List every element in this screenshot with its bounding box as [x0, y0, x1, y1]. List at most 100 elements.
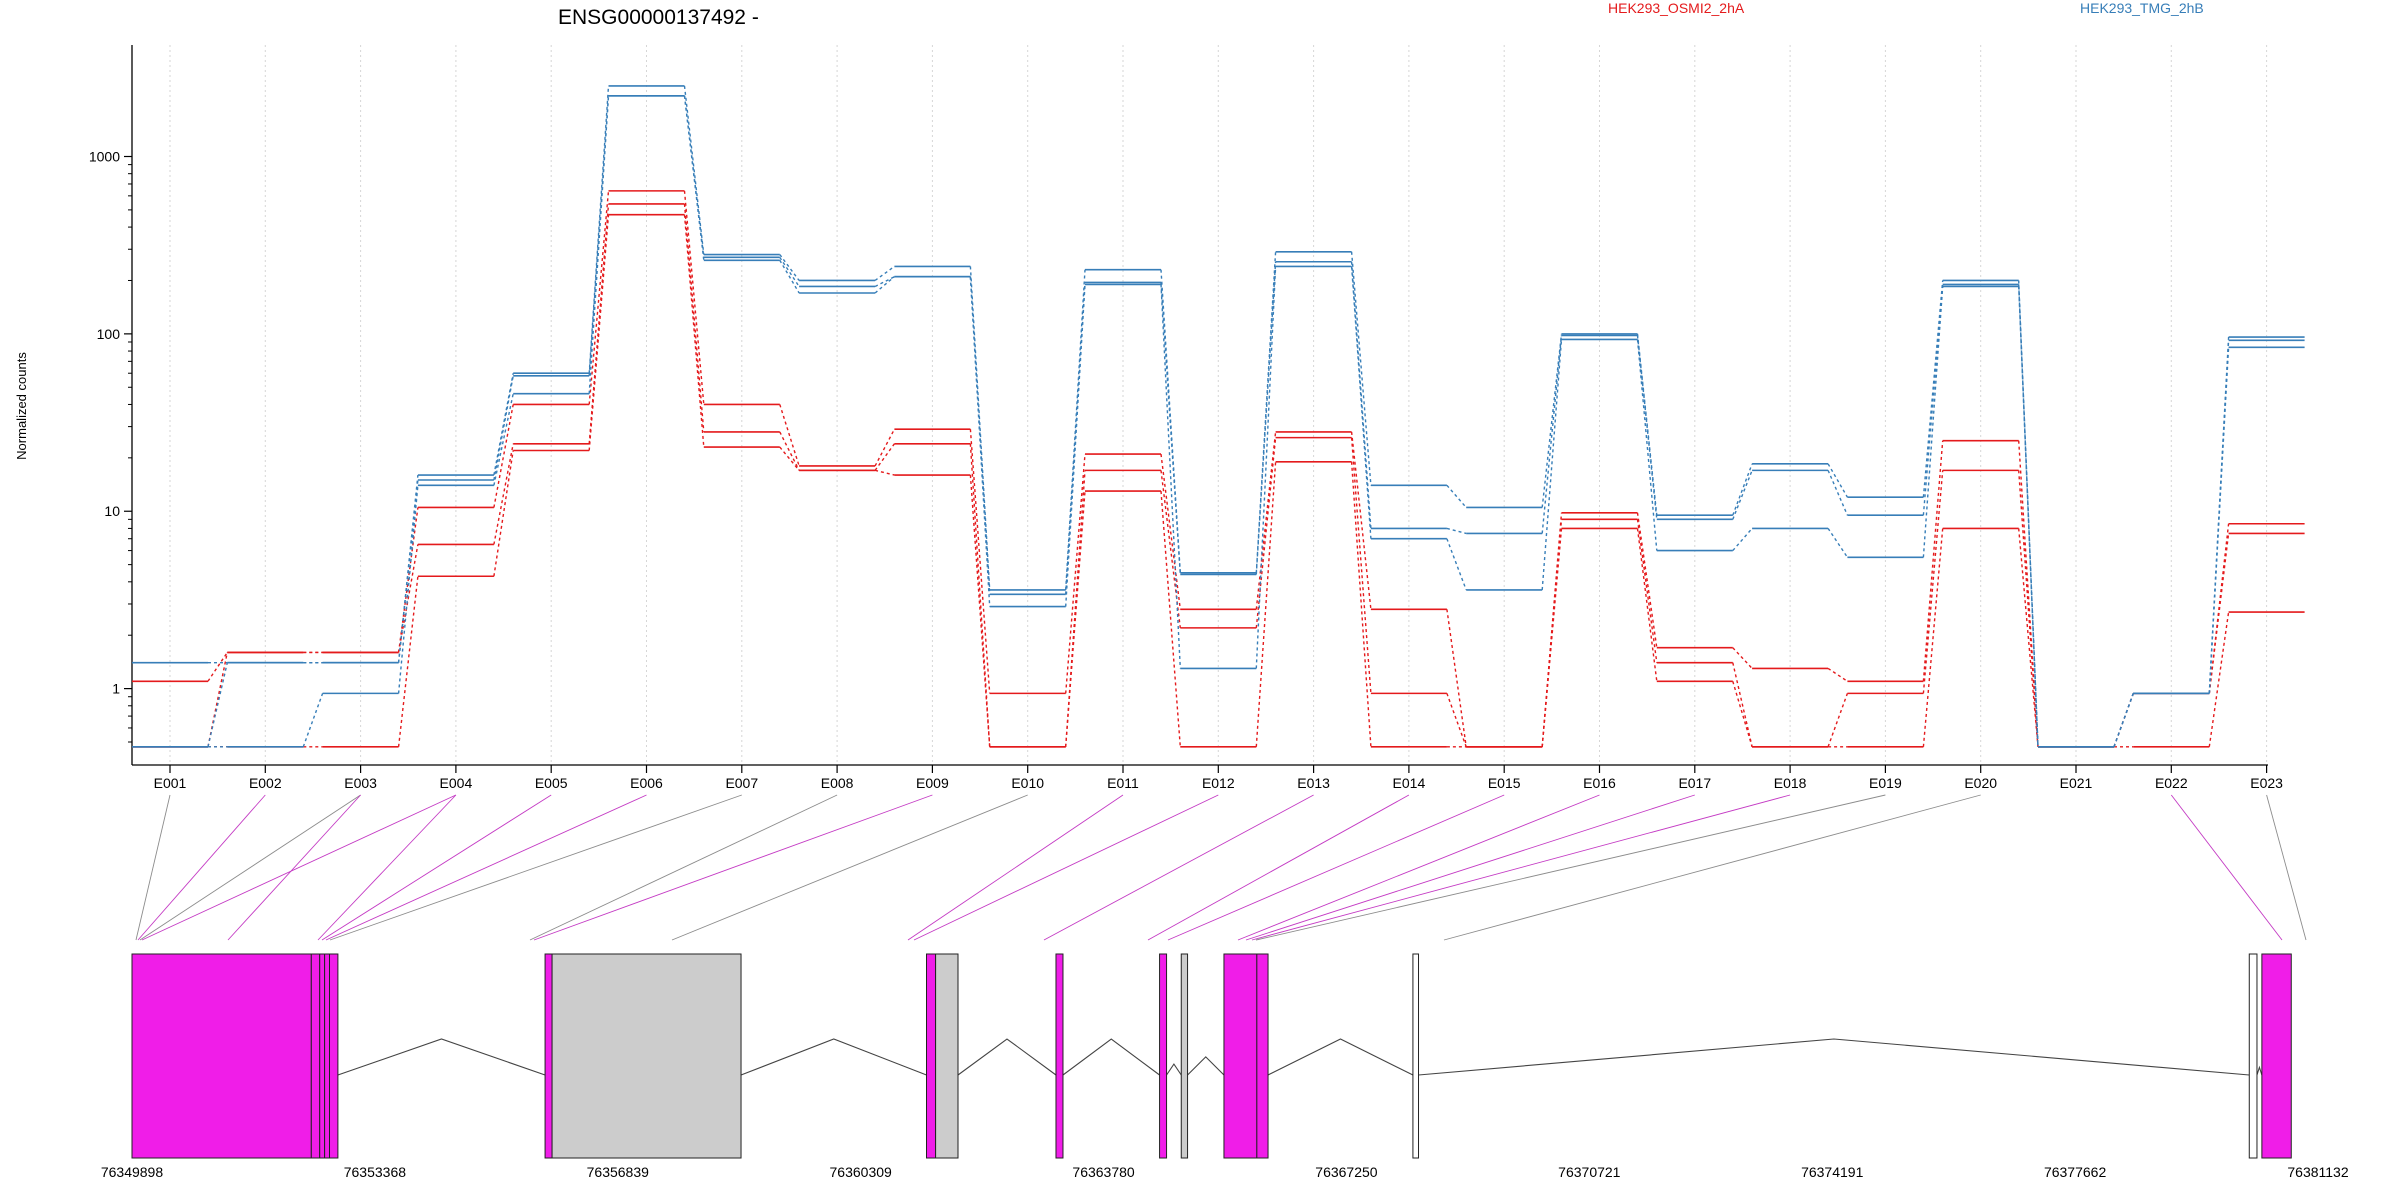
- exon-box: [324, 953, 331, 1159]
- y-tick-label: 10: [104, 503, 120, 519]
- series-connector: [1160, 284, 1181, 669]
- series-connector: [1350, 431, 1372, 610]
- coordinate-label: 76377662: [2044, 1164, 2107, 1180]
- x-tick-label: E003: [344, 775, 377, 791]
- exon-box: [551, 953, 742, 1159]
- x-tick-label: E008: [821, 775, 854, 791]
- x-tick-label: E007: [725, 775, 758, 791]
- exon-box: [544, 953, 553, 1159]
- series-connector: [1636, 339, 1658, 551]
- exon-connector: [2266, 794, 2307, 941]
- series-connector: [874, 469, 895, 476]
- coordinate-label: 76353368: [344, 1164, 407, 1180]
- coordinate-label: 76374191: [1801, 1164, 1864, 1180]
- series-connector: [397, 544, 419, 653]
- exon-connector: [2170, 794, 2283, 941]
- x-tick-label: E010: [1011, 775, 1044, 791]
- intron: [1166, 1063, 1182, 1076]
- x-tick-label: E006: [630, 775, 663, 791]
- intron: [1267, 1038, 1414, 1076]
- exon-box: [1256, 953, 1269, 1159]
- axes: 1 10 100 1000 E001 E002 E003 E004 E005 E006 E007 E0…: [89, 45, 2283, 791]
- series-connector: [2018, 470, 2039, 747]
- series-connector: [493, 375, 514, 481]
- series-connector: [1255, 261, 1277, 575]
- series-connector: [1636, 335, 1658, 520]
- legend-entry-osmi2: HEK293_OSMI2_2hA: [1608, 0, 1745, 16]
- x-tick-label: E021: [2060, 775, 2093, 791]
- series-connector: [1541, 339, 1563, 590]
- exon-connector: [135, 794, 171, 941]
- y-axis-label: Normalized counts: [14, 352, 29, 460]
- x-tick-label: E020: [1964, 775, 1997, 791]
- series-connector: [1827, 463, 1849, 498]
- exon-box: [319, 953, 326, 1159]
- exon-connectors: [135, 794, 2307, 941]
- exon-box: [1412, 953, 1420, 1159]
- series-connector: [969, 276, 991, 607]
- exon-connector: [907, 794, 1124, 941]
- y-tick-label: 1: [112, 681, 120, 697]
- exon-connector: [1167, 794, 1505, 941]
- series-connector: [1636, 519, 1658, 663]
- series-connector: [493, 443, 514, 545]
- series-connector: [1922, 528, 1944, 747]
- series-connector: [1827, 693, 1849, 748]
- series-connector: [1827, 470, 1849, 516]
- series-connector: [397, 507, 419, 653]
- coordinate-label: 76349898: [101, 1164, 164, 1180]
- exon-connector: [317, 794, 457, 941]
- exon-box: [310, 953, 321, 1159]
- series-connector: [779, 254, 800, 281]
- series-connector: [1636, 528, 1658, 682]
- x-tick-label: E011: [1107, 775, 1139, 791]
- series-connector: [1732, 681, 1753, 747]
- exon-connector: [1147, 794, 1410, 941]
- series-line: [132, 190, 2305, 748]
- coordinate-label: 76381132: [2287, 1164, 2348, 1180]
- exon-connector: [227, 794, 361, 941]
- x-tick-label: E022: [2155, 775, 2188, 791]
- series-connector: [493, 450, 514, 577]
- exon-box: [1159, 953, 1168, 1159]
- exon-connector: [1043, 794, 1314, 941]
- series-connector: [1065, 490, 1086, 747]
- series-connector: [1160, 454, 1181, 610]
- exon-connector: [139, 794, 361, 941]
- series-connector: [2208, 533, 2230, 694]
- series-connector: [1160, 470, 1181, 628]
- gene-model: 76349898 76353368 76356839 76360309 76363780…: [101, 953, 2349, 1180]
- series-connector: [2018, 440, 2039, 747]
- exon-connector: [1443, 794, 1981, 941]
- series-connector: [779, 446, 800, 471]
- series-connector: [397, 479, 419, 663]
- exon-box: [131, 953, 312, 1159]
- x-tick-label: E023: [2250, 775, 2283, 791]
- series-connector: [1636, 512, 1658, 648]
- series-connector: [683, 190, 705, 405]
- coordinate-label: 76356839: [587, 1164, 650, 1180]
- exon-connector: [329, 794, 742, 941]
- series-connector: [1732, 647, 1753, 669]
- series-connector: [1922, 286, 1944, 558]
- exon-connector: [325, 794, 647, 941]
- exon-box: [1055, 953, 1064, 1159]
- series-connector: [1827, 667, 1848, 682]
- series-connector: [1922, 470, 1944, 694]
- intron: [2256, 1065, 2263, 1076]
- series-connector: [1922, 280, 1944, 498]
- exon-connector: [137, 794, 266, 941]
- series-connector: [874, 276, 895, 288]
- x-tick-label: E017: [1678, 775, 1711, 791]
- series-line: [132, 213, 2305, 748]
- series-connector: [2208, 336, 2230, 694]
- series-connector: [683, 214, 705, 448]
- series-connector: [207, 652, 228, 682]
- x-tick-label: E001: [154, 775, 187, 791]
- series-connector: [874, 265, 895, 282]
- exon-box: [2248, 953, 2258, 1159]
- series-connector: [779, 259, 800, 294]
- series-connector: [2208, 347, 2230, 694]
